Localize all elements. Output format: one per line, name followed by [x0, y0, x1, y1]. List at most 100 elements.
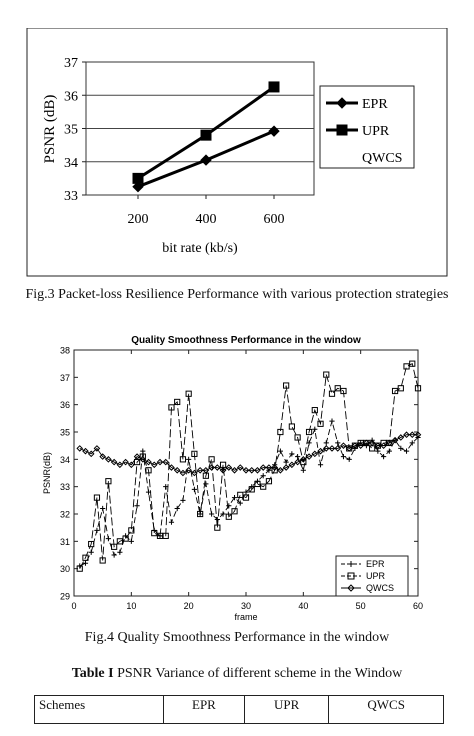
fig4-qwcs-point: [168, 464, 175, 471]
fig4-epr-point: [163, 484, 169, 490]
fig4-qwcs-point: [351, 442, 359, 449]
fig3-xtick-label: 400: [196, 212, 217, 227]
fig4-upr-point: [311, 407, 318, 414]
fig4-upr-point: [214, 524, 221, 531]
fig4-qwcs-point: [282, 464, 290, 471]
fig4-ylabel: PSNR(dB): [42, 452, 52, 494]
fig3-epr-point: [132, 180, 144, 193]
fig4-epr-point: [105, 536, 111, 542]
fig3-upr-point: [268, 81, 280, 93]
fig4-upr-point: [208, 456, 215, 463]
fig4-epr-point: [375, 448, 381, 454]
fig4-qwcs-point: [105, 456, 112, 463]
fig3-upr-point: [132, 172, 144, 184]
fig4-epr-point: [111, 552, 117, 558]
fig4-qwcs-point: [202, 466, 210, 474]
fig4-xtick-label: 40: [298, 601, 308, 611]
fig4-qwcs-point: [133, 453, 141, 460]
fig4-caption: Fig.4 Quality Smoothness Performance in …: [84, 630, 390, 645]
fig4-upr-point: [179, 456, 187, 463]
fig4-xtick-label: 0: [71, 601, 76, 611]
fig4-upr-point: [254, 480, 261, 488]
table-header-upr: UPR: [243, 695, 330, 724]
fig4-upr-point: [76, 565, 83, 572]
fig4-upr-point: [340, 387, 347, 395]
fig4-ytick-label: 35: [60, 428, 70, 438]
fig4-upr-point: [248, 486, 255, 493]
fig4-upr-point: [99, 557, 106, 564]
table-title: Table I PSNR Variance of different schem…: [20, 666, 454, 682]
fig4-epr-point: [295, 454, 301, 460]
fig4-epr-point: [82, 560, 89, 566]
fig4-qwcs-point: [357, 442, 364, 449]
fig4-epr-point: [168, 519, 175, 525]
fig4-xtick-label: 20: [184, 601, 194, 611]
fig3-xtick-label: 200: [128, 212, 149, 227]
fig4-epr-point: [237, 500, 243, 506]
fig3-legend-box: [319, 85, 415, 169]
fig4-upr-point: [185, 390, 192, 397]
fig4-qwcs-point: [156, 458, 164, 466]
fig4-epr-point: [289, 451, 295, 457]
fig3-legend-upr-label: UPR: [362, 124, 390, 139]
fig4-qwcs-point: [368, 439, 376, 447]
fig3-caption: Fig.3 Packet-loss Resilience Performance…: [25, 287, 449, 302]
fig3-xlabel: bit rate (kb/s): [162, 241, 238, 256]
fig4-epr-point: [231, 495, 238, 501]
fig4-qwcs-point: [93, 445, 101, 452]
fig4-qwcs-point: [122, 458, 129, 466]
fig4-legend-upr-marker: [347, 572, 355, 580]
table-header-epr: EPR: [163, 695, 245, 724]
table-header-schemes: Schemes: [34, 695, 164, 724]
fig4-epr-point: [260, 473, 266, 479]
fig4-xtick-label: 60: [413, 601, 423, 611]
fig4-qwcs-point: [214, 464, 221, 471]
fig4-ytick-label: 29: [60, 592, 70, 602]
fig4-legend-qwcs-marker: [347, 584, 355, 592]
fig4-epr-point: [128, 538, 134, 544]
fig4-upr-point: [305, 428, 313, 436]
fig4-epr-point: [329, 418, 335, 424]
fig4-epr-point: [140, 448, 146, 454]
table-label: Table I: [71, 666, 114, 681]
table-header-qwcs: QWCS: [328, 695, 444, 724]
fig4-epr-point: [277, 448, 283, 454]
fig4-upr-point: [397, 385, 404, 392]
fig4-qwcs-point: [87, 450, 95, 458]
fig4-qwcs-point: [322, 445, 330, 452]
fig4-qwcs-point: [386, 439, 393, 447]
fig4-epr-point: [340, 454, 347, 460]
fig4-qwcs-point: [288, 461, 296, 469]
fig3-legend-qwcs-label: QWCS: [362, 151, 402, 166]
fig4-epr-point: [117, 549, 123, 555]
fig4-upr-point: [156, 532, 164, 539]
fig4-qwcs-point: [231, 466, 238, 474]
fig4-qwcs-point: [305, 453, 313, 460]
fig4-epr-point: [220, 511, 226, 517]
fig4-epr-point: [317, 462, 324, 468]
fig4-upr-line: [79, 363, 419, 569]
fig4-epr-point: [283, 459, 289, 465]
fig4-upr-point: [277, 428, 284, 436]
fig4-legend-qwcs-label: QWCS: [366, 583, 394, 593]
fig4-upr-point: [403, 363, 410, 370]
fig4-qwcs-point: [225, 464, 233, 471]
fig4-qwcs-point: [242, 466, 250, 474]
fig4-ytick-label: 34: [60, 455, 70, 465]
fig4-epr-point: [191, 486, 197, 492]
fig4-upr-point: [122, 535, 129, 542]
fig4-qwcs-point: [334, 445, 342, 452]
fig4-epr-point: [180, 497, 186, 503]
fig4-epr-point: [312, 426, 318, 432]
fig4-qwcs-point: [300, 456, 307, 463]
fig4-ytick-label: 38: [60, 346, 70, 356]
fig4-upr-point: [191, 450, 198, 457]
fig4-qwcs-point: [265, 464, 273, 471]
fig4-qwcs-point: [139, 456, 147, 463]
table-header-row: Schemes EPR UPR QWCS: [34, 695, 444, 724]
fig4-legend-epr-marker: [348, 561, 354, 567]
fig4-upr-point: [317, 420, 324, 427]
fig4-epr-point: [386, 448, 392, 454]
fig4-upr-point: [162, 532, 169, 539]
fig4-upr-point: [225, 513, 232, 520]
